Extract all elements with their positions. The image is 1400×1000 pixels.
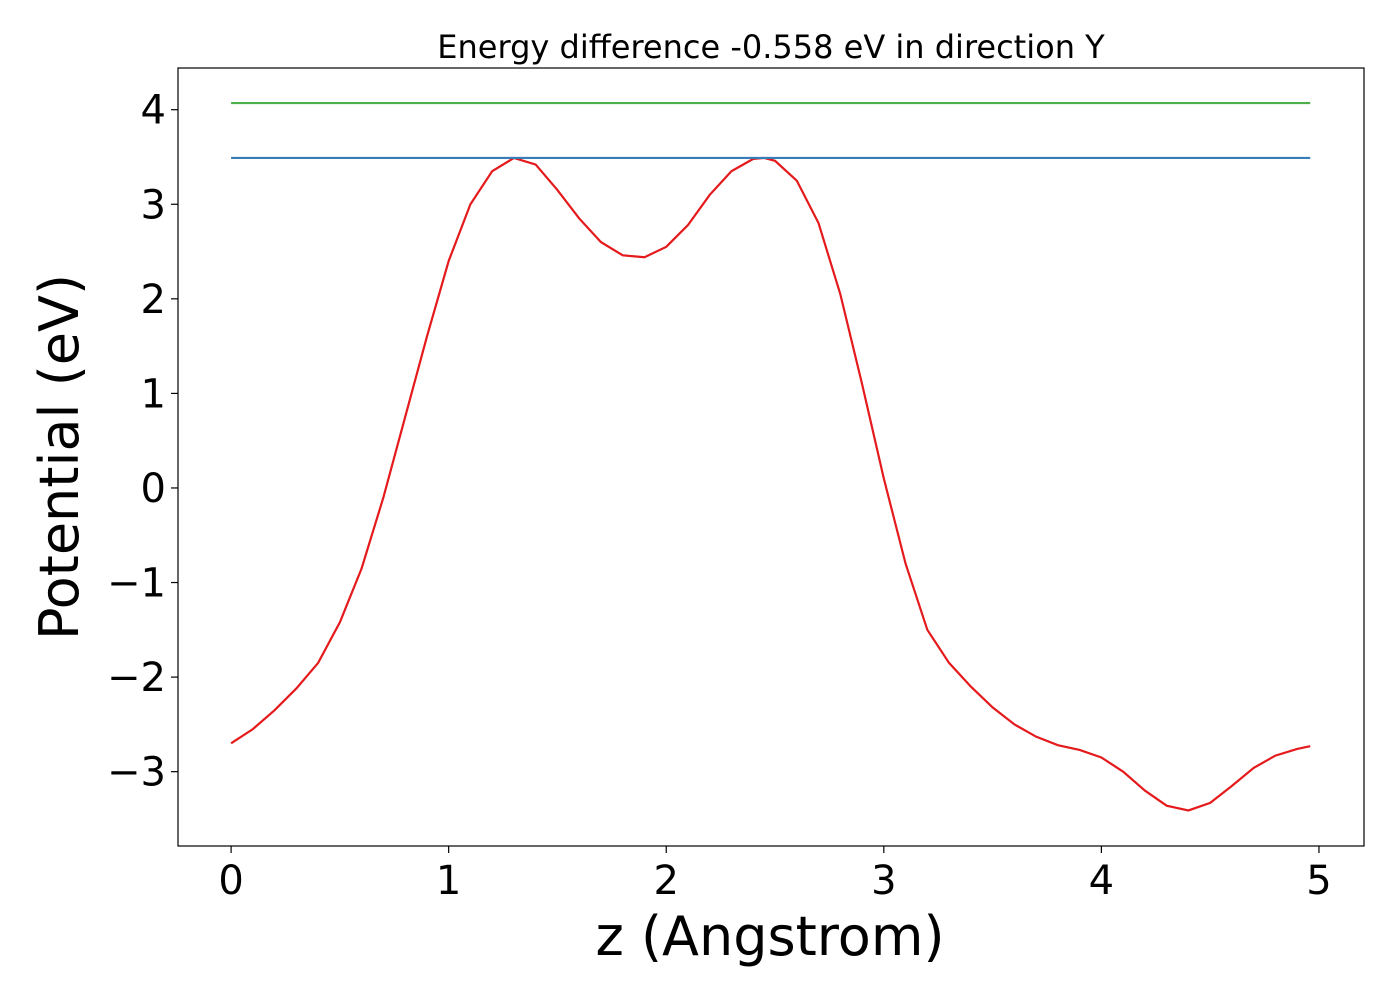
y-tick-label: 1 <box>141 371 166 417</box>
y-tick-label: −3 <box>107 750 166 796</box>
x-tick-label: 3 <box>871 858 896 904</box>
x-tick-label: 2 <box>654 858 679 904</box>
plot-frame <box>177 67 1365 847</box>
x-axis-label: z (Angstrom) <box>595 905 944 968</box>
y-tick-label: 4 <box>141 88 166 134</box>
y-tick-label: −2 <box>107 655 166 701</box>
x-tick-label: 0 <box>218 858 243 904</box>
y-tick-label: 0 <box>141 466 166 512</box>
x-tick-label: 4 <box>1089 858 1114 904</box>
line-series <box>230 156 1311 812</box>
x-tick-label: 5 <box>1306 858 1331 904</box>
x-tick-label: 1 <box>436 858 461 904</box>
y-axis-label: Potential (eV) <box>28 274 91 640</box>
y-tick-label: 2 <box>141 277 166 323</box>
chart-title: Energy difference -0.558 eV in direction… <box>437 28 1105 66</box>
y-tick-label: −1 <box>107 561 166 607</box>
y-tick-label: 3 <box>141 182 166 228</box>
